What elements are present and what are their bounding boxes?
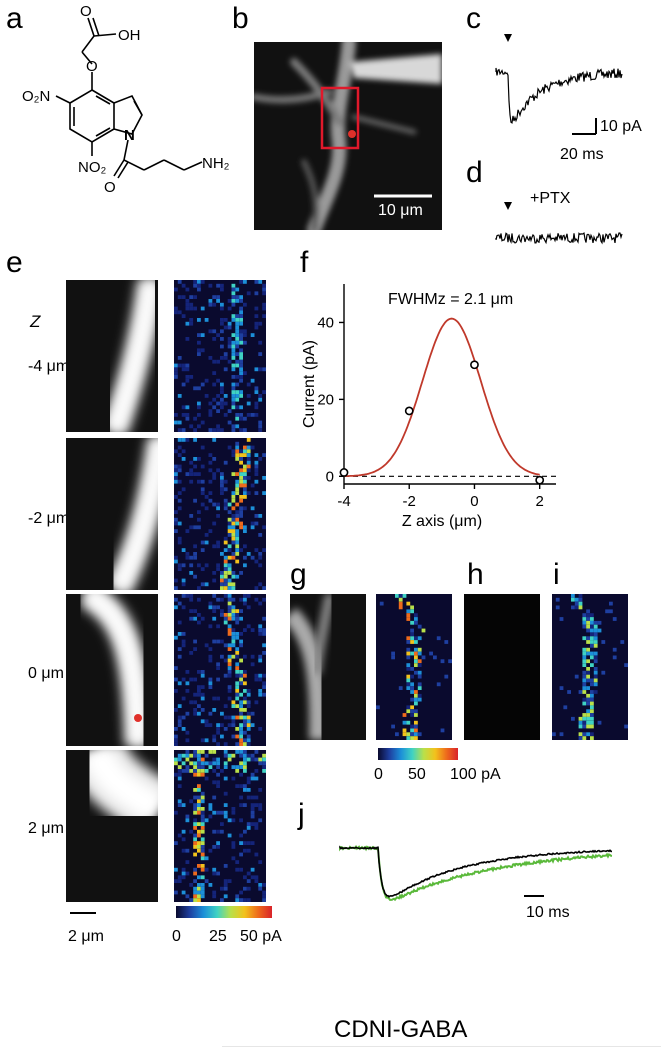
colorbar-e bbox=[176, 906, 272, 918]
panel-label-g: g bbox=[290, 558, 307, 591]
e-heatmap-1 bbox=[174, 280, 266, 432]
colorbar-e-tick-2: 50 pA bbox=[240, 928, 282, 945]
uncaging-spot-icon bbox=[348, 130, 356, 138]
atom-n-ring: N bbox=[124, 127, 135, 144]
e-fluorescence-4 bbox=[66, 750, 158, 902]
x-tick-label-2: 0 bbox=[470, 493, 478, 510]
scalebar-label-b: 10 μm bbox=[378, 202, 423, 219]
panel-label-i: i bbox=[553, 558, 560, 591]
e-fluorescence-3 bbox=[66, 594, 158, 746]
compound-title: CDNI-GABA bbox=[334, 1016, 468, 1043]
panel-label-d: d bbox=[466, 156, 483, 189]
x-tick-label-1: -2 bbox=[403, 493, 416, 510]
atom-no2-top: O₂N bbox=[22, 88, 50, 105]
stimulus-arrowhead-icon bbox=[504, 34, 512, 42]
colorbar-e-tick-1: 25 bbox=[209, 928, 227, 945]
data-point-0 bbox=[339, 468, 349, 477]
gaussian-fit-line bbox=[344, 317, 540, 477]
image-g-fluorescence bbox=[290, 594, 366, 740]
panel-label-j: j bbox=[298, 798, 305, 831]
scalebar-label-e: 2 μm bbox=[68, 928, 104, 945]
heatmap-i bbox=[552, 594, 628, 740]
data-point-3 bbox=[535, 475, 545, 485]
scalebar-e bbox=[70, 912, 96, 914]
x-tick-label-3: 2 bbox=[536, 493, 544, 510]
colorbar-gi bbox=[378, 748, 458, 760]
z-row-label-3: 0 μm bbox=[28, 665, 64, 682]
x-tick-label-0: -4 bbox=[337, 493, 350, 510]
heatmap-g bbox=[376, 594, 452, 740]
colorbar-gi-tick-0: 0 bbox=[374, 766, 383, 783]
stimulus-arrowhead-d-icon bbox=[504, 202, 512, 210]
e-fluorescence-1 bbox=[66, 280, 158, 432]
atom-nh2: NH₂ bbox=[202, 155, 230, 172]
colorbar-gi-tick-2: 100 pA bbox=[450, 766, 501, 783]
uncaging-spot-e-icon bbox=[134, 714, 142, 722]
atom-o-link: O bbox=[86, 58, 98, 75]
colorbar-e-tick-0: 0 bbox=[172, 928, 181, 945]
z-axis-label: Z bbox=[30, 312, 41, 331]
y-tick-label-0: 0 bbox=[326, 468, 334, 485]
z-row-label-1: -4 μm bbox=[28, 358, 70, 375]
e-heatmap-3 bbox=[174, 594, 266, 746]
heatmap-h bbox=[464, 594, 540, 740]
bottom-divider bbox=[222, 1046, 661, 1047]
x-axis-label: Z axis (μm) bbox=[402, 513, 482, 530]
panel-label-b: b bbox=[232, 2, 249, 35]
data-point-1 bbox=[404, 406, 414, 416]
atom-no2-bottom: NO₂ bbox=[78, 159, 107, 176]
z-row-label-2: -2 μm bbox=[28, 510, 70, 527]
z-row-label-4: 2 μm bbox=[28, 820, 64, 837]
e-fluorescence-2 bbox=[66, 438, 158, 590]
ptx-label: +PTX bbox=[530, 190, 571, 207]
time-scale-j: 10 ms bbox=[526, 904, 570, 921]
trace-j bbox=[339, 844, 613, 902]
panel-label-h: h bbox=[467, 558, 484, 591]
atom-oh: OH bbox=[118, 27, 141, 44]
e-heatmap-4 bbox=[174, 750, 266, 902]
chart-f: 0 20 40 -4 -2 0 2 FWHMz = 2.1 μm Z axis (μm) Curr… bbox=[301, 284, 556, 530]
chemical-structure: O OH O O₂N NO₂ N O NH₂ bbox=[22, 3, 230, 196]
trace-d bbox=[495, 202, 623, 245]
fwhm-annotation: FWHMz = 2.1 μm bbox=[388, 291, 513, 308]
dendrite-image: 10 μm bbox=[254, 42, 442, 230]
current-scale-c: 10 pA bbox=[600, 118, 642, 135]
data-point-2 bbox=[470, 360, 479, 370]
panel-label-f: f bbox=[300, 246, 309, 279]
colorbar-gi-tick-1: 50 bbox=[408, 766, 426, 783]
panel-label-c: c bbox=[466, 2, 481, 35]
atom-o-acid: O bbox=[80, 3, 92, 20]
y-axis-label: Current (pA) bbox=[301, 340, 318, 428]
y-tick-label-2: 40 bbox=[317, 314, 334, 331]
trace-c bbox=[495, 34, 623, 135]
panel-label-a: a bbox=[6, 2, 23, 35]
panel-label-e: e bbox=[6, 246, 23, 279]
e-heatmap-2 bbox=[174, 438, 266, 590]
y-tick-label-1: 20 bbox=[317, 391, 334, 408]
atom-o-amide: O bbox=[104, 179, 116, 196]
time-scale-c: 20 ms bbox=[560, 146, 604, 163]
